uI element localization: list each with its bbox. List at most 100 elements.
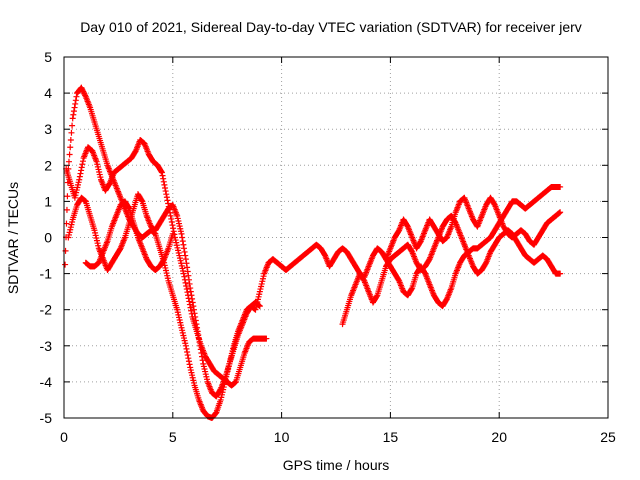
data-point <box>169 230 176 237</box>
y-tick-label: 0 <box>44 230 52 246</box>
x-tick-label: 25 <box>600 429 616 445</box>
data-point-fill <box>373 293 380 300</box>
data-point-fill <box>189 295 196 302</box>
data-point-fill <box>179 238 186 245</box>
data-point-fill <box>190 303 197 310</box>
data-point-fill <box>193 321 200 328</box>
data-point-fill <box>125 204 132 211</box>
data-point <box>180 270 187 277</box>
data-point-fill <box>183 282 190 289</box>
data-point-fill <box>199 357 206 364</box>
data-point-fill <box>197 346 204 353</box>
data-point-fill <box>190 306 197 313</box>
y-tick-label: 2 <box>44 157 52 173</box>
data-point <box>62 261 69 268</box>
data-point <box>69 115 76 122</box>
data-point <box>557 183 564 190</box>
data-point-fill <box>68 129 75 136</box>
data-point-fill <box>64 193 71 200</box>
data-series <box>62 84 564 421</box>
data-point <box>167 212 174 219</box>
data-point-fill <box>161 181 168 188</box>
data-point <box>182 342 189 349</box>
data-point-fill <box>72 97 79 104</box>
plot-frame <box>63 56 609 419</box>
data-point-fill <box>79 158 86 165</box>
data-point-fill <box>194 324 201 331</box>
data-point-fill <box>63 206 70 213</box>
chart-title: Day 010 of 2021, Sidereal Day-to-day VTE… <box>80 19 582 35</box>
data-point <box>178 230 185 237</box>
grid <box>64 57 608 418</box>
data-point-fill <box>185 272 192 279</box>
data-point-fill <box>169 222 176 229</box>
data-point-fill <box>70 111 77 118</box>
data-point-fill <box>183 260 190 267</box>
data-point-fill <box>192 313 199 320</box>
data-point-fill <box>183 286 190 293</box>
x-tick-label: 5 <box>169 429 177 445</box>
data-point-fill <box>138 197 145 204</box>
data-point-fill <box>79 161 86 168</box>
data-point-fill <box>195 331 202 338</box>
data-series <box>339 212 564 328</box>
x-tick-label: 20 <box>491 429 507 445</box>
data-point-fill <box>184 352 191 359</box>
data-point-fill <box>186 361 193 368</box>
data-point-fill <box>77 170 84 177</box>
data-point-fill <box>197 342 204 349</box>
data-point-fill <box>62 247 69 254</box>
y-tick-label: 3 <box>44 121 52 137</box>
data-point <box>182 256 189 263</box>
data-point-fill <box>185 355 192 362</box>
x-tick-label: 10 <box>274 429 290 445</box>
y-tick-label: 1 <box>44 193 52 209</box>
data-point-fill <box>188 307 195 314</box>
data-point-fill <box>160 178 167 185</box>
data-point-fill <box>71 104 78 111</box>
y-tick-label: -1 <box>40 266 53 282</box>
data-point-fill <box>82 92 89 99</box>
data-point-fill <box>182 252 189 259</box>
data-point-fill <box>158 168 165 175</box>
y-tick-label: 5 <box>44 49 52 65</box>
data-point-fill <box>183 345 190 352</box>
data-point-fill <box>182 279 189 286</box>
data-point-fill <box>180 241 187 248</box>
data-point-fill <box>69 122 76 129</box>
data-point-fill <box>66 151 73 158</box>
data-point-fill <box>162 188 169 195</box>
y-tick-label: -5 <box>40 410 53 426</box>
data-point <box>76 176 83 183</box>
data-point-fill <box>163 194 170 201</box>
x-tick-label: 15 <box>383 429 399 445</box>
data-point-fill <box>181 273 188 280</box>
data-point <box>195 335 202 342</box>
data-point-fill <box>70 108 77 115</box>
data-point-fill <box>198 350 205 357</box>
data-points <box>62 84 564 421</box>
x-axis-label: GPS time / hours <box>283 457 390 473</box>
data-point-fill <box>184 268 191 275</box>
data-point-fill <box>170 225 177 232</box>
data-point-fill <box>78 164 85 171</box>
data-point-fill <box>185 276 192 283</box>
data-point-fill <box>67 144 74 151</box>
data-point-fill <box>179 234 186 241</box>
x-tick-label: 0 <box>60 429 68 445</box>
data-point-fill <box>162 184 169 191</box>
y-axis-label: SDTVAR / TECUs <box>5 182 21 294</box>
data-series <box>65 191 263 400</box>
data-point-fill <box>76 173 83 180</box>
data-point-fill <box>199 353 206 360</box>
data-point <box>163 191 170 198</box>
data-series <box>383 194 564 263</box>
data-point-fill <box>165 200 172 207</box>
data-point-fill <box>194 328 201 335</box>
data-series <box>82 198 176 273</box>
data-point <box>557 209 564 216</box>
data-point-fill <box>78 167 85 174</box>
data-point <box>187 285 194 292</box>
data-point-fill <box>192 317 199 324</box>
